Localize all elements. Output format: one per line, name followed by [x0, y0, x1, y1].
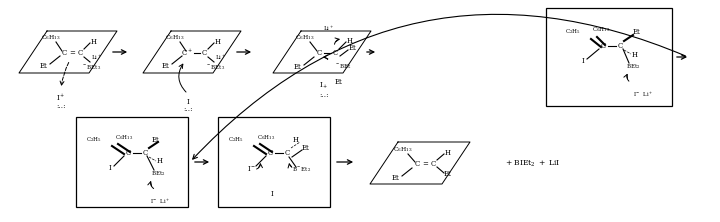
Text: =: = [422, 160, 428, 168]
Text: $\mathregular{C_6H_{13}}$: $\mathregular{C_6H_{13}}$ [165, 34, 185, 42]
Text: $\mathregular{C_6H_{13}}$: $\mathregular{C_6H_{13}}$ [41, 34, 61, 42]
Text: $\mathregular{I^-}$  $\mathregular{Li^+}$: $\mathregular{I^-}$ $\mathregular{Li^+}$ [150, 198, 170, 206]
Text: $\mathregular{I^-}$  $\mathregular{Li^+}$: $\mathregular{I^-}$ $\mathregular{Li^+}$ [633, 91, 653, 99]
Text: $\mathregular{I_+}$: $\mathregular{I_+}$ [320, 81, 328, 91]
Text: $\mathregular{B^-Et_2}$: $\mathregular{B^-Et_2}$ [292, 166, 312, 174]
Text: C: C [61, 49, 67, 57]
Text: C: C [125, 149, 130, 157]
Text: $\mathregular{I^-}$: $\mathregular{I^-}$ [248, 163, 256, 172]
Text: $\mathregular{BEt_2}$: $\mathregular{BEt_2}$ [150, 170, 165, 178]
Text: Et: Et [152, 136, 160, 144]
Text: I: I [186, 98, 189, 106]
Text: C: C [600, 42, 606, 50]
Bar [546, 8, 672, 106]
Text: :․․:: :․․: [56, 102, 66, 110]
Text: $\mathregular{C_2H_5}$: $\mathregular{C_2H_5}$ [565, 28, 581, 36]
Text: $\mathregular{+\ BIEt_2\ +\ LiI}$: $\mathregular{+\ BIEt_2\ +\ LiI}$ [505, 159, 560, 169]
Text: $\mathregular{^-BEt_3}$: $\mathregular{^-BEt_3}$ [82, 63, 102, 72]
Text: $\mathregular{^-BEt_3}$: $\mathregular{^-BEt_3}$ [207, 63, 225, 72]
Text: :․․:: :․․: [319, 91, 329, 99]
Text: $\mathregular{Li^+}$: $\mathregular{Li^+}$ [215, 54, 225, 62]
Text: $\mathregular{C_6H_{13}}$: $\mathregular{C_6H_{13}}$ [115, 134, 133, 143]
Text: H: H [632, 51, 638, 59]
Text: C: C [316, 49, 322, 57]
Text: Et: Et [633, 28, 641, 36]
Text: Et: Et [444, 170, 452, 178]
Text: C: C [267, 149, 273, 157]
Text: H: H [293, 136, 299, 144]
Text: $\mathregular{C_6H_{13}}$: $\mathregular{C_6H_{13}}$ [393, 146, 413, 155]
Bar [218, 117, 330, 207]
Text: Et: Et [349, 44, 357, 52]
Text: $\mathregular{Li^+}$: $\mathregular{Li^+}$ [91, 54, 102, 62]
Text: :․․:: :․․: [184, 105, 193, 113]
Text: H: H [445, 149, 451, 157]
Text: C: C [333, 49, 338, 57]
Text: $\mathregular{C^+}$: $\mathregular{C^+}$ [181, 48, 193, 58]
Text: I: I [582, 57, 585, 65]
Text: Et: Et [392, 174, 400, 182]
Text: C: C [415, 160, 420, 168]
Text: $\mathregular{Li^+}$: $\mathregular{Li^+}$ [323, 25, 333, 34]
Bar [76, 117, 188, 207]
Text: C: C [77, 49, 83, 57]
Text: $\mathregular{^-BEt}$: $\mathregular{^-BEt}$ [336, 62, 353, 70]
Text: Et: Et [40, 62, 48, 70]
Text: Et: Et [302, 144, 310, 152]
Text: $\mathregular{I^+}$: $\mathregular{I^+}$ [56, 93, 66, 103]
Text: $\mathregular{C_6H_{13}}$: $\mathregular{C_6H_{13}}$ [295, 34, 315, 42]
Text: $\mathregular{C_2H_5}$: $\mathregular{C_2H_5}$ [228, 136, 244, 145]
Text: $\mathregular{C_2H_5}$: $\mathregular{C_2H_5}$ [86, 136, 102, 145]
Text: Et: Et [294, 63, 302, 71]
Text: H: H [347, 37, 353, 45]
Text: Et: Et [335, 78, 343, 86]
Text: H: H [157, 157, 163, 165]
Text: I: I [109, 164, 112, 172]
Text: $\mathregular{BEt_2}$: $\mathregular{BEt_2}$ [626, 63, 640, 71]
Text: C: C [202, 49, 207, 57]
Text: $\mathregular{C_6H_{13}}$: $\mathregular{C_6H_{13}}$ [592, 26, 610, 34]
Text: C: C [431, 160, 436, 168]
Text: I: I [271, 190, 274, 198]
Text: C: C [284, 149, 289, 157]
Text: $\mathregular{C_6H_{13}}$: $\mathregular{C_6H_{13}}$ [257, 134, 275, 143]
Text: =: = [69, 49, 75, 57]
Text: H: H [215, 38, 221, 46]
Text: H: H [91, 38, 97, 46]
Text: C: C [617, 42, 623, 50]
Text: C: C [143, 149, 148, 157]
Text: Et: Et [162, 62, 170, 70]
